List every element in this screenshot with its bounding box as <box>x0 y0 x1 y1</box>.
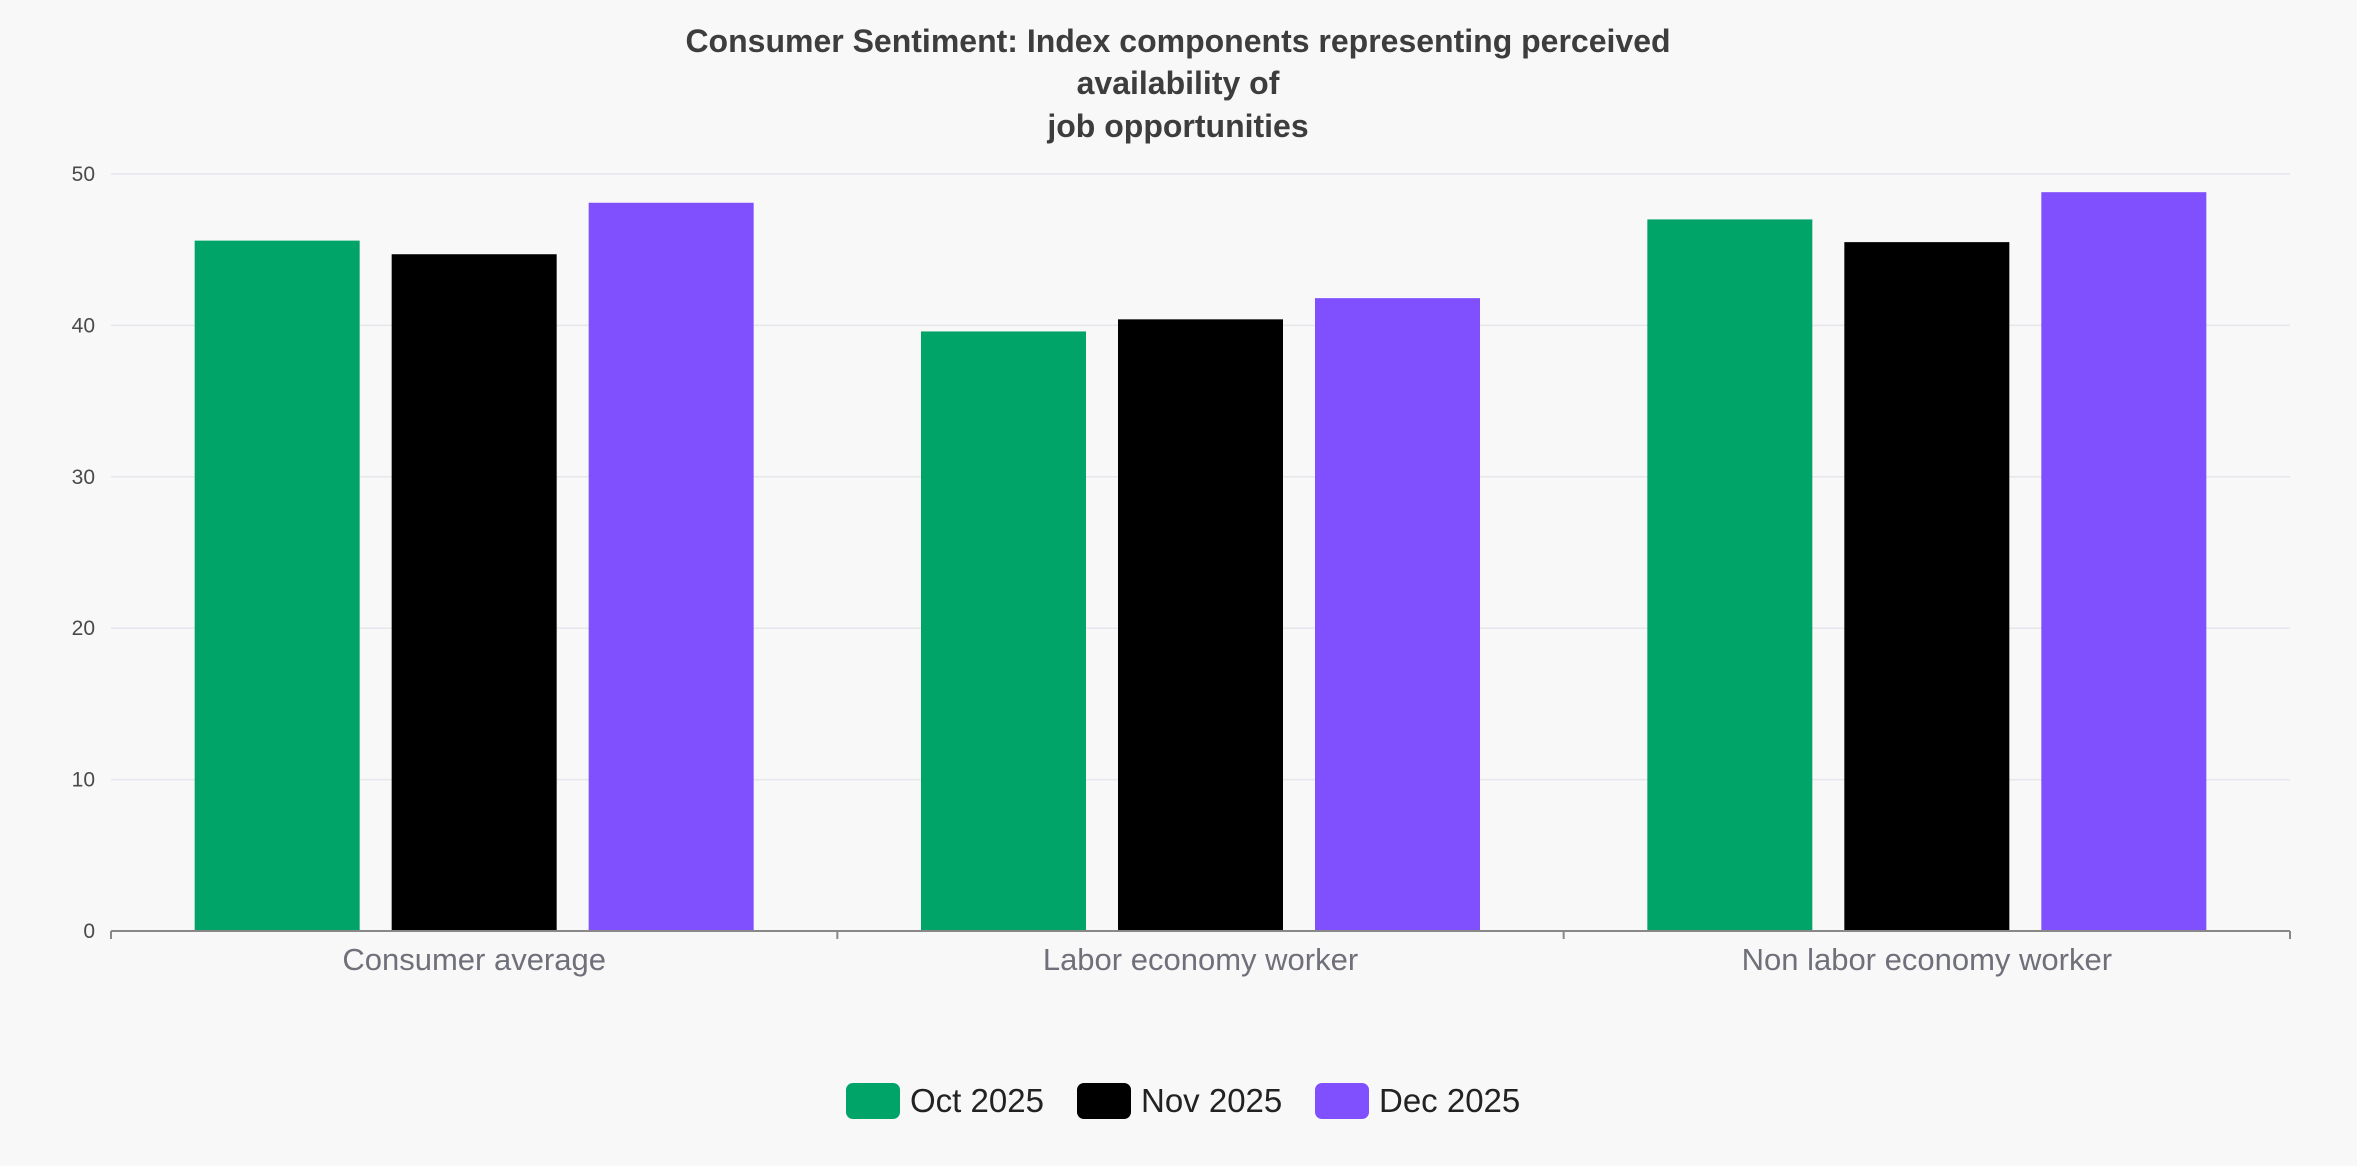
bar <box>1844 242 2010 931</box>
bar <box>921 331 1086 931</box>
legend-swatch <box>846 1083 900 1119</box>
y-tick-label: 20 <box>72 617 95 640</box>
legend-item[interactable]: Nov 2025 <box>1077 1082 1282 1119</box>
bar <box>1118 319 1283 931</box>
chart-title-line-1: Consumer Sentiment: Index components rep… <box>685 23 1670 59</box>
y-tick-label: 10 <box>72 769 95 792</box>
y-axis-tick-labels: 0 10 20 30 40 50 <box>72 163 95 943</box>
chart-title-line-2: availability of <box>1077 65 1280 101</box>
bar <box>1315 298 1480 931</box>
x-tick-label: Labor economy worker <box>1043 942 1358 977</box>
chart-title-line-3: job opportunities <box>1046 108 1308 144</box>
bar <box>391 254 557 931</box>
legend-swatch <box>1315 1083 1369 1119</box>
y-tick-label: 50 <box>72 163 95 186</box>
legend-item[interactable]: Dec 2025 <box>1315 1082 1520 1119</box>
legend[interactable]: Oct 2025 Nov 2025 Dec 2025 <box>846 1082 1520 1119</box>
x-tick-label: Consumer average <box>342 942 606 977</box>
x-tick-label: Non labor economy worker <box>1742 942 2112 977</box>
legend-label: Oct 2025 <box>910 1082 1044 1119</box>
legend-label: Dec 2025 <box>1379 1082 1520 1119</box>
bars <box>194 192 2207 932</box>
bar <box>194 240 360 932</box>
bar <box>2041 192 2207 932</box>
legend-swatch <box>1077 1083 1131 1119</box>
legend-label: Nov 2025 <box>1141 1082 1282 1119</box>
x-axis-tick-labels: Consumer average Labor economy worker Non … <box>342 942 2112 977</box>
x-axis <box>110 930 2291 939</box>
y-tick-label: 0 <box>83 920 95 943</box>
y-tick-label: 30 <box>72 466 95 489</box>
bar <box>588 202 754 932</box>
y-tick-label: 40 <box>72 314 95 337</box>
bar <box>1647 219 1813 932</box>
legend-item[interactable]: Oct 2025 <box>846 1082 1044 1119</box>
